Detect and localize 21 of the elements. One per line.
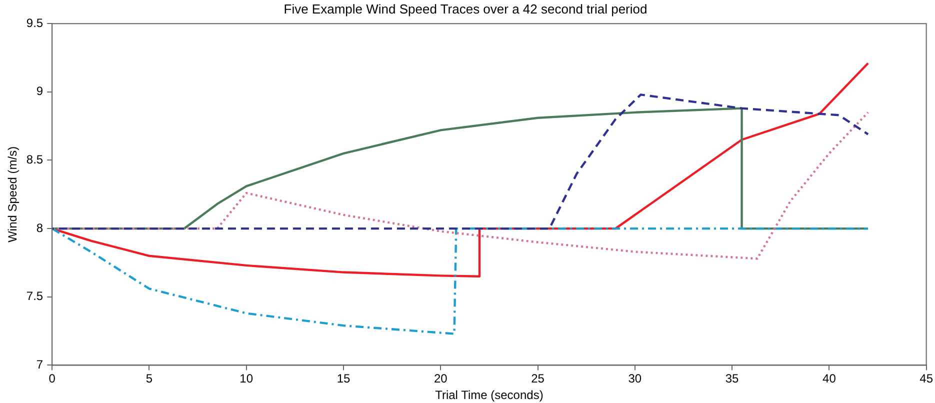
x-tick-label: 5: [146, 372, 153, 386]
x-tick-label: 15: [336, 372, 350, 386]
x-tick-label: 25: [531, 372, 545, 386]
x-tick-label: 10: [240, 372, 254, 386]
x-tick-label: 35: [725, 372, 740, 386]
x-tick-label: 40: [822, 372, 836, 386]
x-tick-label: 30: [628, 372, 642, 386]
x-tick-label: 20: [434, 372, 448, 386]
x-tick-label: 0: [48, 372, 56, 386]
y-tick-label: 7: [36, 358, 44, 372]
x-tick-label: 45: [920, 372, 934, 386]
y-tick-label: 9.5: [26, 16, 44, 30]
y-tick-label: 8: [36, 220, 44, 235]
x-axis-title: Trial Time (seconds): [435, 388, 544, 402]
line-series: [52, 111, 870, 260]
line-series: [52, 227, 870, 335]
y-tick-label: 7.5: [26, 289, 44, 304]
chart-title: Five Example Wind Speed Traces over a 42 second trial period: [284, 1, 648, 16]
y-axis-title: Wind Speed (m/s): [6, 146, 20, 242]
y-tick-label: 9: [36, 84, 44, 98]
y-tick-label: 8.5: [26, 152, 44, 167]
